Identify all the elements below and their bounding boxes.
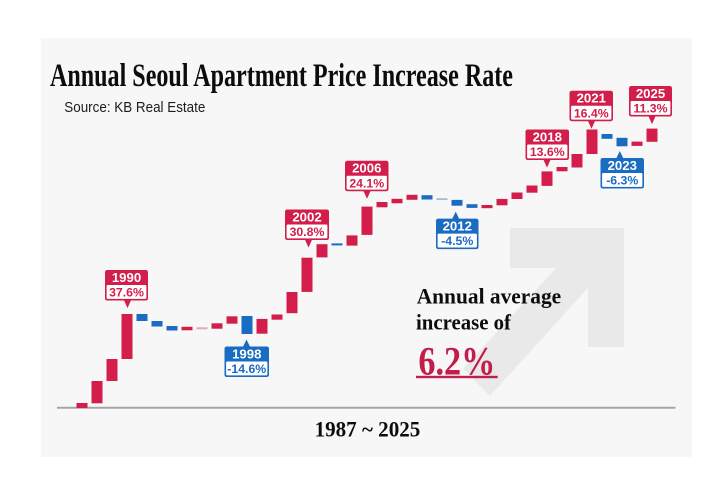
svg-text:-4.5%: -4.5% bbox=[441, 234, 473, 248]
svg-text:2021: 2021 bbox=[577, 91, 606, 106]
svg-text:Annual average: Annual average bbox=[417, 284, 562, 309]
svg-text:Annual Seoul Apartment Price I: Annual Seoul Apartment Price Increase Ra… bbox=[50, 58, 513, 94]
svg-text:2012: 2012 bbox=[443, 218, 472, 233]
svg-text:2025: 2025 bbox=[636, 86, 665, 101]
svg-text:1987 ~ 2025: 1987 ~ 2025 bbox=[315, 416, 421, 441]
svg-text:37.6%: 37.6% bbox=[109, 286, 144, 300]
svg-text:2023: 2023 bbox=[608, 158, 637, 173]
svg-text:Source: KB Real Estate: Source: KB Real Estate bbox=[64, 99, 205, 116]
svg-text:30.8%: 30.8% bbox=[290, 225, 325, 239]
svg-text:2002: 2002 bbox=[292, 209, 321, 224]
svg-text:11.3%: 11.3% bbox=[633, 102, 667, 116]
svg-text:24.1%: 24.1% bbox=[349, 176, 384, 190]
svg-text:-14.6%: -14.6% bbox=[227, 362, 266, 376]
svg-text:1998: 1998 bbox=[232, 346, 261, 361]
svg-text:-6.3%: -6.3% bbox=[606, 174, 638, 188]
svg-text:increase of: increase of bbox=[416, 309, 511, 334]
svg-text:2018: 2018 bbox=[533, 129, 562, 144]
svg-text:16.4%: 16.4% bbox=[574, 106, 609, 120]
svg-text:1990: 1990 bbox=[112, 270, 141, 285]
svg-text:13.6%: 13.6% bbox=[530, 145, 565, 159]
svg-text:2006: 2006 bbox=[352, 161, 381, 176]
